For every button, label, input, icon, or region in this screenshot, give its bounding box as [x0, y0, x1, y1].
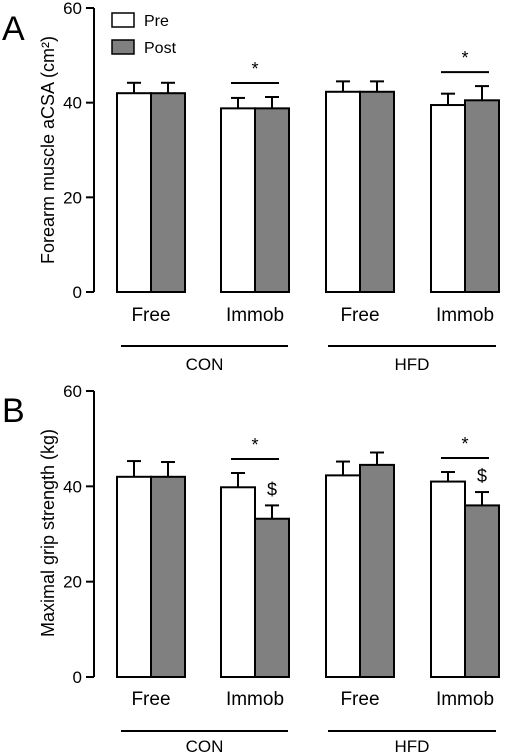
bar-pre: [116, 92, 152, 293]
y-tick-label: 60: [63, 382, 82, 401]
significance-star: *: [251, 59, 258, 79]
bar-pre: [430, 104, 466, 293]
category-label: Free: [131, 305, 170, 326]
bar-post: [464, 504, 500, 678]
bar-post: [359, 463, 395, 678]
y-tick-label: 0: [73, 283, 82, 302]
y-tick-label: 20: [63, 188, 82, 207]
category-label: Immob: [436, 689, 494, 710]
bar-post: [150, 475, 186, 678]
panel-a-letter: A: [2, 10, 25, 48]
panel-a: A Forearm muscle aCSA (cm²) Pre Post 0 20…: [2, 0, 500, 374]
panel-b-letter: B: [2, 392, 25, 430]
panel-a-ylabel: Forearm muscle aCSA (cm²): [38, 36, 58, 264]
bar-post: [254, 517, 290, 678]
category-label: Free: [340, 689, 379, 710]
panel-b: B Maximal grip strength (kg) 0 20 40 60 Free…: [2, 382, 500, 755]
bar-pre: [116, 475, 152, 678]
legend-post-swatch: [111, 39, 135, 55]
panel-a-legend: Pre Post: [111, 12, 177, 57]
significance-dollar: $: [477, 466, 487, 486]
significance-star: *: [251, 435, 258, 455]
y-tick-label: 60: [63, 0, 82, 18]
category-label: Free: [131, 689, 170, 710]
category-label: Immob: [436, 305, 494, 326]
y-tick-label: 20: [63, 573, 82, 592]
significance-star: *: [461, 48, 468, 68]
y-tick-label: 0: [73, 668, 82, 687]
significance-dollar: $: [267, 479, 277, 499]
bar-pre: [220, 486, 256, 678]
y-tick-label: 40: [63, 94, 82, 113]
bar-pre: [220, 107, 256, 293]
group-label: HFD: [395, 355, 430, 374]
panel-b-ylabel: Maximal grip strength (kg): [38, 429, 58, 637]
legend-pre-swatch: [111, 12, 135, 28]
panel-a-plot: 0 20 40 60 Free Immob Free Immob CON HFD * *: [63, 0, 500, 374]
category-label: Immob: [226, 305, 284, 326]
bar-pre: [325, 474, 361, 678]
legend-pre-label: Pre: [144, 13, 169, 30]
bar-pre: [430, 480, 466, 679]
bar-post: [150, 92, 186, 293]
group-label: HFD: [395, 737, 430, 755]
significance-star: *: [461, 434, 468, 454]
panel-b-plot: 0 20 40 60 Free Immob Free Immob CON HFD * * $ $: [63, 382, 500, 755]
legend-post-label: Post: [144, 40, 177, 57]
group-label: CON: [186, 737, 224, 755]
bar-pre: [325, 90, 361, 293]
group-label: CON: [186, 355, 224, 374]
category-label: Immob: [226, 689, 284, 710]
category-label: Free: [340, 305, 379, 326]
bar-post: [254, 107, 290, 293]
bar-post: [464, 99, 500, 293]
y-tick-label: 40: [63, 477, 82, 496]
bar-post: [359, 90, 395, 293]
